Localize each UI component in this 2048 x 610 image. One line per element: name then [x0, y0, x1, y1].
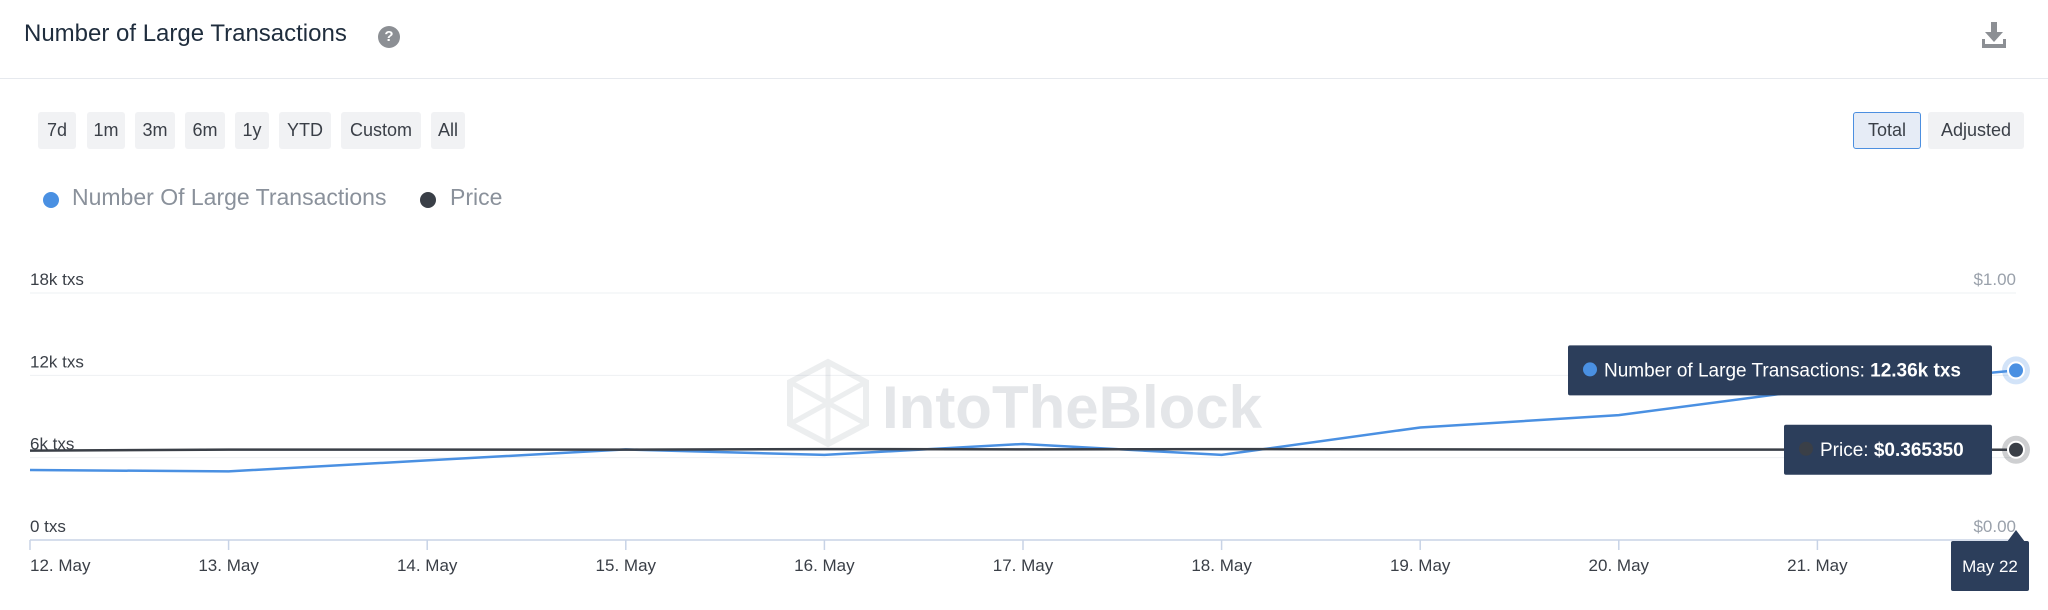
x-tick-label: 18. May — [1191, 556, 1252, 575]
range-1y-button[interactable]: 1y — [235, 112, 269, 149]
watermark: IntoTheBlock — [787, 358, 1263, 448]
txs-hover-halo — [2002, 356, 2030, 385]
legend-txs-marker — [43, 192, 59, 208]
y-left-tick-label: 6k txs — [30, 435, 74, 454]
date-tooltip-arrow — [2007, 530, 2025, 542]
range-7d-button[interactable]: 7d — [38, 112, 76, 149]
txs-tooltip-text: Number of Large Transactions: 12.36k txs — [1604, 360, 1961, 381]
chart-title: Number of Large Transactions — [24, 20, 347, 47]
legend-txs-label[interactable]: Number Of Large Transactions — [72, 184, 387, 210]
price-hover-halo — [2002, 435, 2030, 464]
question-circle-icon[interactable]: ? — [378, 26, 400, 48]
x-tick-label: 15. May — [596, 556, 657, 575]
txs-hover-marker — [2007, 361, 2025, 380]
date-tooltip-box — [1951, 541, 2029, 591]
price-hover-marker — [2007, 440, 2025, 459]
chart-header: Number of Large Transactions ? — [0, 0, 2048, 79]
y-left-tick-label: 0 txs — [30, 517, 66, 536]
txs-tooltip-box — [1568, 345, 1992, 396]
range-ytd-button[interactable]: YTD — [279, 112, 331, 149]
y-left-tick-label: 12k txs — [30, 352, 84, 371]
price-series-line — [29, 447, 2017, 452]
x-tick-label: 16. May — [794, 556, 855, 575]
range-all-button[interactable]: All — [431, 112, 465, 149]
range-6m-button[interactable]: 6m — [185, 112, 225, 149]
price-tooltip-text: Price: $0.365350 — [1820, 440, 1964, 461]
total-toggle-button[interactable]: Total — [1853, 112, 1921, 149]
x-tick-label: 19. May — [1390, 556, 1451, 575]
range-3m-button[interactable]: 3m — [135, 112, 175, 149]
x-tick-label: 17. May — [993, 556, 1054, 575]
range-custom-button[interactable]: Custom — [341, 112, 421, 149]
y-right-tick-label: $0.00 — [1973, 517, 2016, 536]
download-icon[interactable] — [1980, 20, 2008, 50]
legend-price-label[interactable]: Price — [450, 184, 503, 210]
x-tick-label: 13. May — [198, 556, 259, 575]
svg-text:IntoTheBlock: IntoTheBlock — [882, 374, 1263, 441]
x-tick-label: 20. May — [1589, 556, 1650, 575]
price-tooltip-box — [1784, 424, 1992, 475]
adjusted-toggle-button[interactable]: Adjusted — [1928, 112, 2024, 149]
y-right-tick-label: $1.00 — [1973, 270, 2016, 289]
x-tick-label: 21. May — [1787, 556, 1848, 575]
x-tick-label: 14. May — [397, 556, 458, 575]
range-1m-button[interactable]: 1m — [87, 112, 125, 149]
date-tooltip-label: May 22 — [1962, 557, 2018, 576]
x-tick-label: 12. May — [30, 556, 91, 575]
y-left-tick-label: 18k txs — [30, 270, 84, 289]
txs-series-line — [29, 369, 2017, 473]
txs-tooltip-marker — [1583, 362, 1597, 377]
price-tooltip-marker — [1799, 441, 1813, 456]
legend-price-marker — [420, 192, 436, 208]
